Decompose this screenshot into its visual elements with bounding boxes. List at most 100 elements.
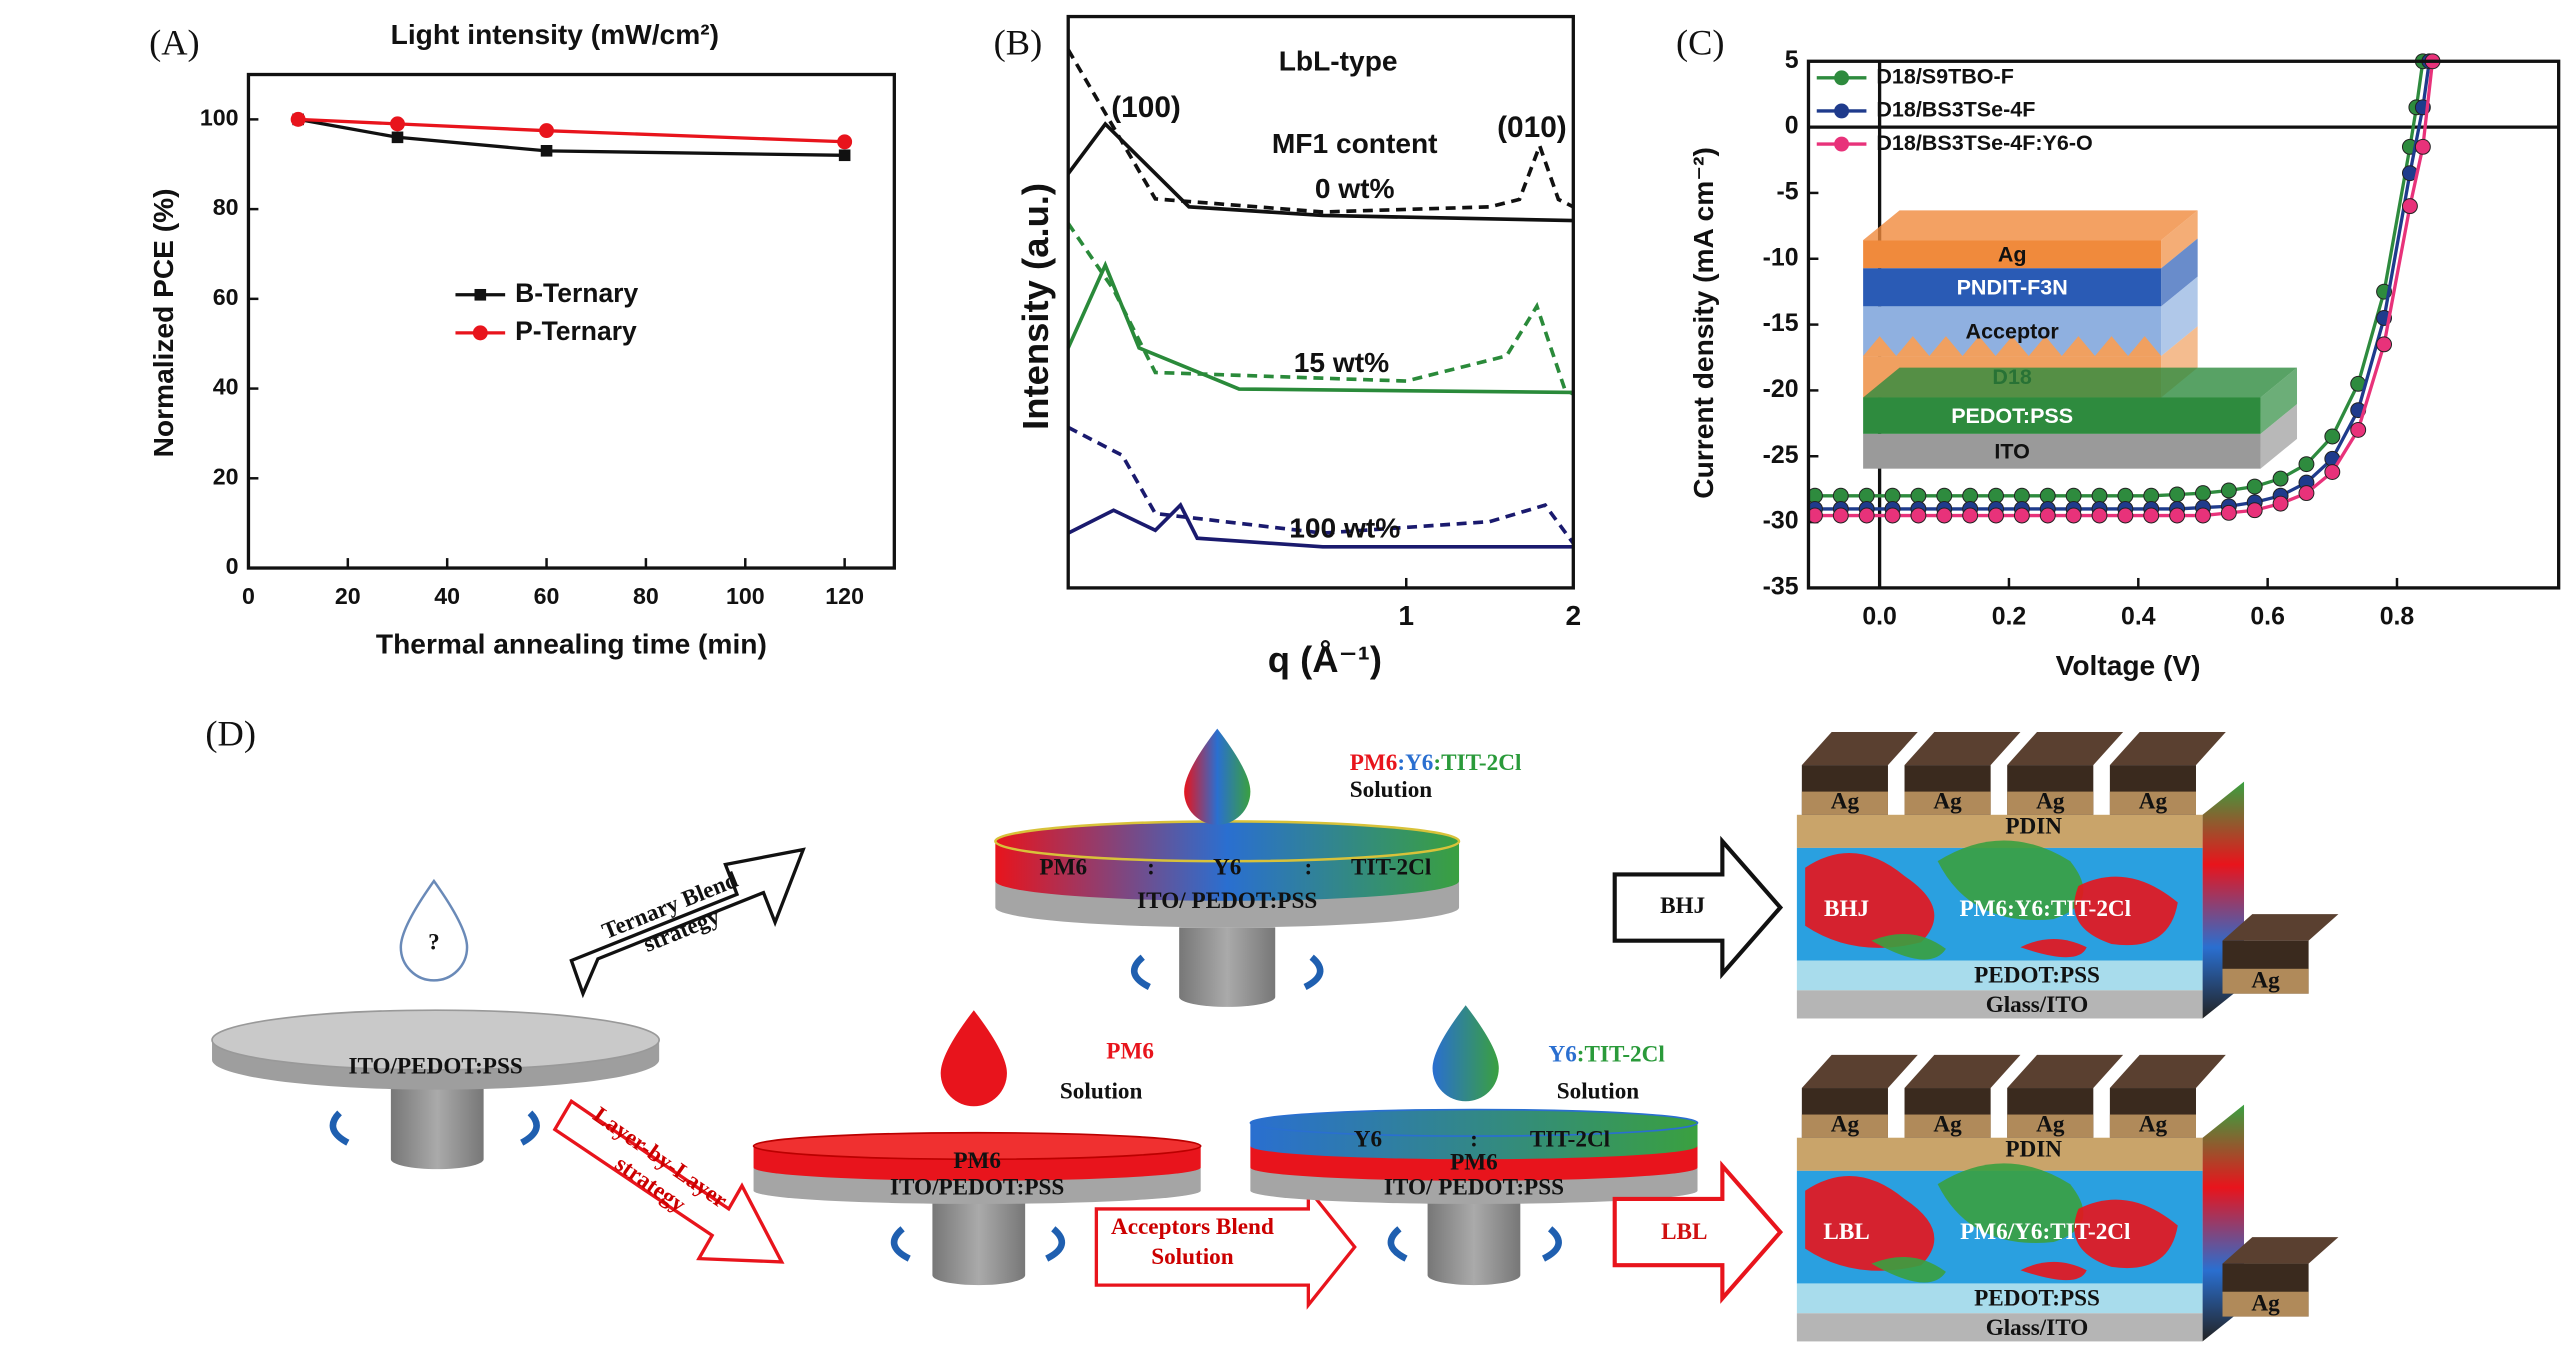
layer: [1863, 433, 2261, 469]
marker: [2220, 504, 2237, 521]
annotation: (010): [1497, 111, 1567, 144]
layer-label: ITO: [1994, 440, 2029, 464]
electrode-label: Ag: [2251, 1290, 2280, 1316]
layer-top: [1863, 210, 2198, 241]
annotation: 15 wt%: [1294, 347, 1389, 378]
acceptor-texture: [2061, 336, 2095, 357]
ag-top: [1904, 1054, 2021, 1089]
x-tick-label: 120: [825, 583, 864, 609]
legend-label: D18/S9TBO-F: [1876, 65, 2014, 89]
y-tick-label: -20: [1763, 376, 1799, 403]
side-ag-top: [2222, 1237, 2339, 1264]
blob: [1805, 1175, 1935, 1271]
series-line: [1066, 48, 1575, 214]
film-label: :: [1147, 855, 1155, 881]
legend-label: D18/BS3TSe-4F: [1876, 98, 2035, 122]
x-tick-label: 1: [1398, 600, 1414, 631]
layer-label: BHJ: [1824, 896, 1869, 922]
side-ag-band: [2222, 968, 2309, 994]
panel-label: (C): [1676, 23, 1725, 63]
y-tick-label: -35: [1763, 573, 1799, 600]
marker: [1858, 507, 1875, 524]
substrate-label: ITO/ PEDOT:PSS: [1137, 888, 1317, 914]
electrode-label: Ag: [2139, 1111, 2168, 1137]
marker: [2117, 507, 2134, 524]
panel-label: (D): [205, 713, 256, 753]
layer-label: PEDOT:PSS: [1974, 962, 2100, 988]
marker: [2195, 485, 2211, 502]
marker: [2272, 495, 2289, 512]
marker: [2401, 198, 2418, 215]
series-line: [1067, 502, 1574, 549]
film-label: PM6: [1039, 855, 1087, 881]
legend-marker: [472, 325, 488, 341]
blob: [2020, 938, 2087, 958]
side-ag-top: [2222, 914, 2339, 941]
x-tick-label: 80: [633, 583, 659, 609]
marker: [2414, 138, 2431, 155]
lbl-disk: [1249, 1005, 1699, 1286]
blob: [2020, 1261, 2087, 1281]
marker: [837, 134, 853, 150]
solution-label: Y6:TIT-2Cl: [1548, 1042, 1665, 1068]
y-tick-label: 5: [1785, 47, 1799, 74]
legend-label: D18/BS3TSe-4F:Y6-O: [1876, 131, 2092, 155]
ag-top: [2109, 731, 2226, 766]
ag-band: [1904, 791, 1991, 815]
x-tick-label: 0.6: [2250, 603, 2285, 630]
x-axis-label: Thermal annealing time (min): [376, 628, 767, 659]
x-axis-label: Voltage (V): [2056, 650, 2201, 681]
film-label: PM6: [953, 1148, 1001, 1174]
chart: Light intensity (mW/cm²) 0 20 40 60 80 100 120 0…: [148, 19, 896, 659]
ternary-arrow: [569, 847, 806, 999]
legend-marker: [474, 288, 487, 301]
marker: [2195, 507, 2211, 524]
ternary-disk: [994, 728, 1461, 1007]
marker: [540, 144, 553, 157]
ag-band: [1801, 791, 1888, 815]
legend-marker: [1834, 70, 1850, 86]
layer-side: [2161, 276, 2198, 357]
substrate-label: ITO/PEDOT:PSS: [348, 1053, 522, 1079]
electrode-label: Ag: [2036, 789, 2065, 815]
solution-label: Solution: [1350, 777, 1433, 803]
arrow-label: BHJ: [1660, 893, 1705, 919]
annotation: MF1 content: [1272, 128, 1438, 159]
chart: 1 2 q (Å⁻¹) Intensity (a.u.) LbL-type (100) MF…: [1015, 14, 1581, 680]
marker: [2376, 336, 2393, 353]
arrow-label: Solution: [1151, 1244, 1234, 1270]
acceptor-texture: [1995, 336, 2029, 357]
layer-label: PNDIT-F3N: [1957, 276, 2068, 300]
acceptor-texture: [2028, 336, 2062, 357]
marker: [2169, 507, 2186, 524]
marker: [2091, 507, 2108, 524]
marker: [2272, 470, 2289, 487]
y-tick-label: -10: [1763, 244, 1799, 271]
marker: [2298, 456, 2315, 473]
start-substrate: [211, 878, 660, 1170]
film-label: TIT-2Cl: [1530, 1126, 1611, 1152]
substrate-layer: [1796, 1313, 2203, 1342]
acceptor-texture: [1863, 336, 1897, 357]
blob: [2074, 1199, 2178, 1269]
film-label: PM6: [1450, 1150, 1498, 1176]
ag-top: [2007, 731, 2124, 766]
marker: [2350, 421, 2367, 438]
drop-label: ?: [428, 929, 440, 955]
legend-marker: [1834, 136, 1850, 152]
acceptor-texture: [2094, 336, 2129, 357]
marker: [2013, 507, 2030, 524]
y-tick-label: -15: [1763, 310, 1799, 337]
electrode-label: Ag: [2139, 789, 2168, 815]
annotation: (100): [1111, 91, 1181, 124]
series-line: [297, 117, 845, 157]
electrode-label: Ag: [1933, 789, 1962, 815]
y-tick-label: 60: [213, 284, 239, 310]
marker: [1988, 507, 2004, 524]
marker: [391, 131, 404, 144]
layer-label: Glass/ITO: [1986, 992, 2089, 1018]
